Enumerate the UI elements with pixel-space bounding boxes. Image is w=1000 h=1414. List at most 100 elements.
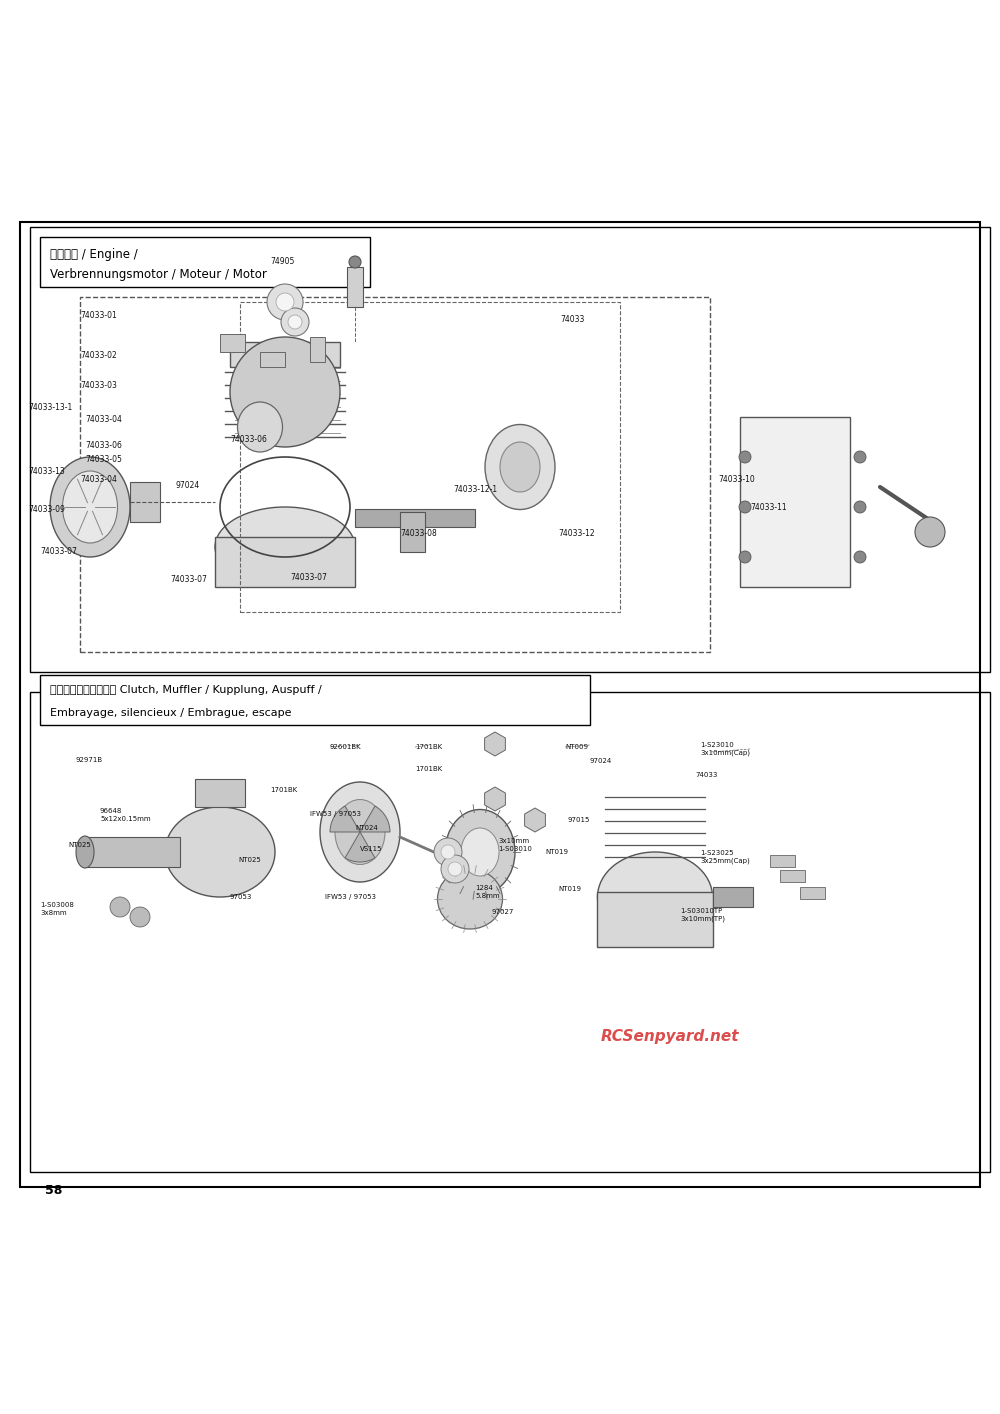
Text: IFW53 / 97053: IFW53 / 97053 (325, 894, 376, 899)
Text: 1-S23010
3x10mm(Cap): 1-S23010 3x10mm(Cap) (700, 742, 750, 756)
Bar (40, 238, 370, 287)
Text: 74033-13-1: 74033-13-1 (28, 403, 72, 411)
Bar (740, 417, 850, 587)
Ellipse shape (438, 870, 503, 929)
Bar (597, 892, 713, 947)
Ellipse shape (50, 457, 130, 557)
Text: 74033-04: 74033-04 (80, 475, 117, 484)
Bar (310, 337, 325, 362)
Text: 1-S23025
3x25mm(Cap): 1-S23025 3x25mm(Cap) (700, 850, 750, 864)
Text: 74905: 74905 (270, 257, 294, 266)
Text: 74033: 74033 (560, 315, 584, 324)
Ellipse shape (238, 402, 283, 452)
Circle shape (854, 501, 866, 513)
Text: 1-S03010TP
3x10mm(TP): 1-S03010TP 3x10mm(TP) (680, 908, 725, 922)
Bar (240, 303, 620, 612)
Bar (40, 674, 590, 725)
Text: 74033-07: 74033-07 (40, 547, 77, 557)
Text: 74033-01: 74033-01 (80, 311, 117, 320)
Text: 74033-04: 74033-04 (85, 416, 122, 424)
Text: 1284
5.8mm: 1284 5.8mm (475, 885, 500, 899)
Circle shape (434, 839, 462, 865)
Bar (355, 509, 475, 527)
Bar (800, 887, 825, 899)
Text: 74033-13: 74033-13 (28, 468, 65, 477)
Text: 97015: 97015 (568, 817, 590, 823)
Text: 74033-10: 74033-10 (718, 475, 755, 484)
Circle shape (130, 906, 150, 928)
Bar (780, 870, 805, 882)
Text: 92601BK: 92601BK (330, 744, 362, 749)
Circle shape (854, 551, 866, 563)
Text: 74033-07: 74033-07 (290, 573, 327, 581)
Text: NT009: NT009 (565, 744, 588, 749)
Ellipse shape (485, 424, 555, 509)
Text: 1701BK: 1701BK (415, 744, 442, 749)
Ellipse shape (215, 508, 355, 587)
Text: 1-S03008
3x8mm: 1-S03008 3x8mm (40, 902, 74, 916)
Bar (347, 267, 363, 307)
Ellipse shape (461, 829, 499, 877)
Text: 74033-02: 74033-02 (80, 351, 117, 359)
Text: 74033-12: 74033-12 (558, 529, 595, 539)
Ellipse shape (335, 799, 385, 864)
Text: 74033-06: 74033-06 (85, 441, 122, 450)
Text: 74033-11: 74033-11 (750, 502, 787, 512)
Ellipse shape (320, 782, 400, 882)
Bar (215, 537, 355, 587)
Text: Embrayage, silencieux / Embrague, escape: Embrayage, silencieux / Embrague, escape (50, 707, 292, 717)
Text: RCSenpyard.net: RCSenpyard.net (601, 1029, 739, 1045)
Bar (713, 887, 753, 906)
Circle shape (276, 293, 294, 311)
Bar (30, 228, 990, 672)
Text: 97024: 97024 (175, 481, 199, 489)
Bar (30, 691, 990, 1172)
Text: 74033-06: 74033-06 (230, 434, 267, 444)
Bar (220, 334, 245, 352)
Text: 96648
5x12x0.15mm: 96648 5x12x0.15mm (100, 809, 151, 822)
Text: エンジン / Engine /: エンジン / Engine / (50, 247, 138, 262)
Bar (400, 512, 425, 551)
Circle shape (441, 846, 455, 858)
Text: 97027: 97027 (492, 909, 514, 915)
Ellipse shape (62, 471, 118, 543)
Circle shape (281, 308, 309, 337)
Ellipse shape (445, 809, 515, 895)
Text: 97053: 97053 (230, 894, 252, 899)
Text: NT019: NT019 (558, 887, 581, 892)
Bar (85, 837, 180, 867)
Text: 74033-08: 74033-08 (400, 529, 437, 539)
Bar (770, 855, 795, 867)
Wedge shape (345, 831, 375, 863)
Text: 74033-09: 74033-09 (28, 505, 65, 513)
Ellipse shape (500, 443, 540, 492)
Ellipse shape (76, 836, 94, 868)
Text: 74033-03: 74033-03 (80, 380, 117, 389)
Text: NT024: NT024 (355, 824, 378, 831)
Wedge shape (330, 806, 360, 831)
Text: 74033: 74033 (695, 772, 717, 778)
Circle shape (448, 863, 462, 877)
Bar (130, 482, 160, 522)
Circle shape (739, 451, 751, 462)
Text: IFW53 / 97053: IFW53 / 97053 (310, 812, 361, 817)
Text: 1701BK: 1701BK (415, 766, 442, 772)
Circle shape (739, 551, 751, 563)
Circle shape (288, 315, 302, 329)
Text: Verbrennungsmotor / Moteur / Motor: Verbrennungsmotor / Moteur / Motor (50, 269, 267, 281)
Ellipse shape (349, 256, 361, 269)
Circle shape (267, 284, 303, 320)
Ellipse shape (165, 807, 275, 896)
Text: NT025: NT025 (68, 841, 91, 848)
Circle shape (854, 451, 866, 462)
Text: クラッチ，マフラー／ Clutch, Muffler / Kupplung, Auspuff /: クラッチ，マフラー／ Clutch, Muffler / Kupplung, A… (50, 684, 322, 696)
Text: 3x10mm
1-S03010: 3x10mm 1-S03010 (498, 839, 532, 851)
Text: 58: 58 (45, 1185, 62, 1198)
Circle shape (110, 896, 130, 918)
Text: 74033-07: 74033-07 (170, 574, 207, 584)
Bar (230, 342, 340, 368)
Text: 97024: 97024 (590, 758, 612, 764)
Circle shape (441, 855, 469, 882)
Text: 92971B: 92971B (75, 756, 102, 764)
Bar (195, 779, 245, 807)
